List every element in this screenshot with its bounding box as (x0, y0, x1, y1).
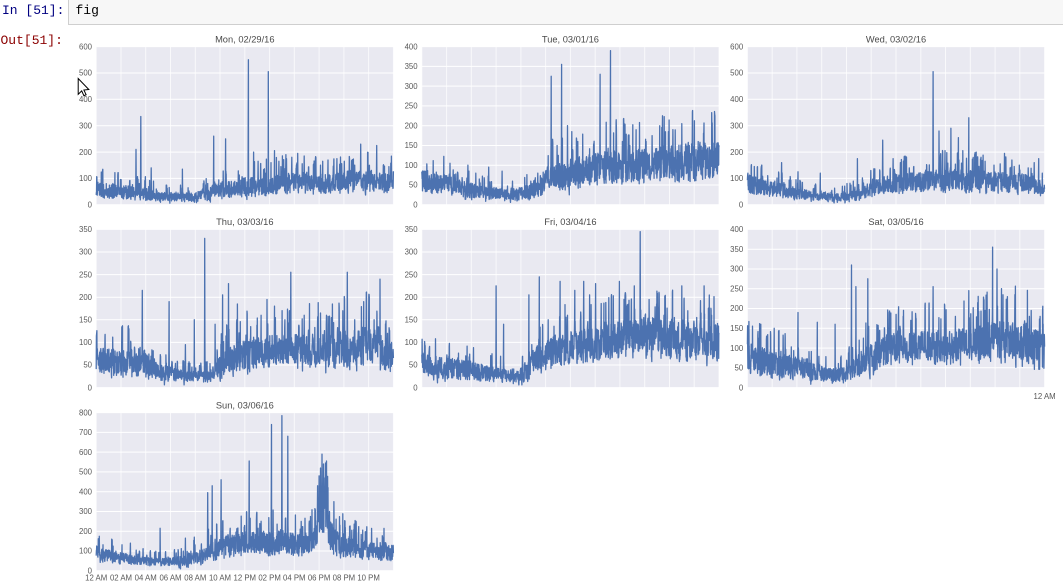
svg-text:0: 0 (739, 201, 744, 210)
svg-text:100: 100 (405, 338, 419, 347)
svg-text:0: 0 (88, 201, 93, 210)
svg-text:0: 0 (739, 383, 744, 392)
svg-text:0: 0 (413, 201, 418, 210)
svg-text:800: 800 (79, 408, 93, 417)
svg-text:Mon, 02/29/16: Mon, 02/29/16 (215, 34, 274, 44)
svg-text:200: 200 (730, 148, 744, 157)
svg-text:500: 500 (79, 69, 93, 78)
svg-text:150: 150 (405, 316, 419, 325)
svg-text:Wed, 03/02/16: Wed, 03/02/16 (866, 34, 926, 44)
svg-text:150: 150 (405, 141, 419, 150)
svg-text:Sat, 03/05/16: Sat, 03/05/16 (868, 217, 923, 227)
svg-text:06 PM: 06 PM (308, 574, 331, 583)
svg-text:50: 50 (83, 361, 92, 370)
svg-text:06 AM: 06 AM (159, 574, 181, 583)
svg-text:300: 300 (405, 82, 419, 91)
svg-text:150: 150 (730, 324, 744, 333)
svg-text:Sun, 03/06/16: Sun, 03/06/16 (216, 400, 274, 410)
svg-text:0: 0 (413, 383, 418, 392)
svg-text:300: 300 (79, 507, 93, 516)
svg-text:200: 200 (79, 293, 93, 302)
svg-text:02 AM: 02 AM (110, 574, 132, 583)
svg-text:04 AM: 04 AM (135, 574, 157, 583)
svg-text:08 PM: 08 PM (333, 574, 356, 583)
svg-text:Fri, 03/04/16: Fri, 03/04/16 (544, 217, 596, 227)
svg-text:Tue, 03/01/16: Tue, 03/01/16 (542, 34, 599, 44)
svg-text:100: 100 (730, 174, 744, 183)
svg-text:300: 300 (730, 265, 744, 274)
svg-text:250: 250 (405, 270, 419, 279)
svg-text:300: 300 (79, 121, 93, 130)
svg-text:12 AM: 12 AM (1034, 392, 1056, 401)
svg-text:0: 0 (88, 383, 93, 392)
svg-text:0: 0 (88, 567, 93, 576)
svg-text:600: 600 (79, 448, 93, 457)
svg-text:350: 350 (405, 225, 419, 234)
svg-text:500: 500 (79, 468, 93, 477)
svg-text:12 PM: 12 PM (234, 574, 257, 583)
svg-text:400: 400 (730, 95, 744, 104)
svg-text:200: 200 (405, 121, 419, 130)
svg-text:200: 200 (79, 527, 93, 536)
svg-text:350: 350 (79, 225, 93, 234)
svg-text:50: 50 (409, 361, 418, 370)
svg-text:350: 350 (730, 245, 744, 254)
svg-text:300: 300 (730, 121, 744, 130)
svg-text:600: 600 (730, 42, 744, 51)
svg-text:100: 100 (79, 174, 93, 183)
svg-text:250: 250 (405, 102, 419, 111)
svg-text:50: 50 (735, 364, 744, 373)
svg-text:400: 400 (79, 95, 93, 104)
svg-text:300: 300 (79, 248, 93, 257)
svg-text:12 AM: 12 AM (85, 574, 107, 583)
svg-text:10 AM: 10 AM (209, 574, 231, 583)
svg-text:400: 400 (730, 225, 744, 234)
svg-text:100: 100 (730, 344, 744, 353)
svg-text:400: 400 (405, 42, 419, 51)
svg-text:200: 200 (730, 304, 744, 313)
svg-text:150: 150 (79, 316, 93, 325)
svg-text:50: 50 (409, 181, 418, 190)
svg-text:200: 200 (405, 293, 419, 302)
svg-text:02 PM: 02 PM (258, 574, 281, 583)
svg-text:400: 400 (79, 487, 93, 496)
svg-text:Thu, 03/03/16: Thu, 03/03/16 (216, 217, 273, 227)
svg-text:10 PM: 10 PM (357, 574, 380, 583)
svg-text:100: 100 (79, 547, 93, 556)
svg-text:100: 100 (79, 338, 93, 347)
svg-text:500: 500 (730, 69, 744, 78)
svg-text:350: 350 (405, 62, 419, 71)
svg-text:250: 250 (730, 284, 744, 293)
svg-text:600: 600 (79, 42, 93, 51)
svg-text:700: 700 (79, 428, 93, 437)
svg-text:08 AM: 08 AM (184, 574, 206, 583)
svg-text:100: 100 (405, 161, 419, 170)
svg-text:250: 250 (79, 270, 93, 279)
svg-text:200: 200 (79, 148, 93, 157)
svg-text:04 PM: 04 PM (283, 574, 306, 583)
svg-text:300: 300 (405, 248, 419, 257)
